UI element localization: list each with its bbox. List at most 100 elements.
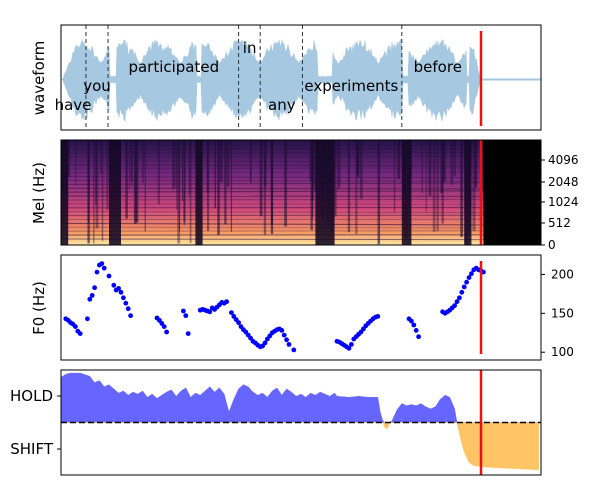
- mel-ylabel: Mel (Hz): [30, 162, 48, 224]
- mel-texture-column: [226, 140, 230, 187]
- turn-taking-panel: HOLD SHIFT: [10, 369, 542, 476]
- mel-texture-column: [172, 140, 174, 190]
- mel-texture-column: [355, 140, 358, 235]
- f0-point: [116, 286, 121, 291]
- word-label: have: [55, 96, 92, 114]
- mel-ytick-label: 2048: [548, 175, 579, 189]
- mel-texture-column: [173, 140, 177, 188]
- mel-texture-column: [67, 140, 70, 178]
- f0-point: [466, 275, 472, 280]
- mel-texture-column: [393, 140, 396, 213]
- f0-point: [181, 308, 186, 314]
- mel-texture-column: [125, 140, 128, 219]
- shift-probability-area: [61, 422, 539, 471]
- f0-point: [101, 265, 107, 271]
- word-label: participated: [128, 58, 219, 76]
- mel-texture-column: [464, 140, 468, 244]
- mel-texture-column: [436, 140, 439, 232]
- f0-point: [89, 293, 95, 298]
- mel-texture-column: [465, 140, 467, 205]
- mel-texture-column: [377, 140, 381, 245]
- f0-point: [164, 329, 170, 335]
- mel-texture-column: [441, 140, 444, 224]
- f0-point: [457, 295, 462, 301]
- mel-texture-column: [183, 140, 186, 226]
- f0-ytick-label: 100: [551, 345, 574, 359]
- mel-texture-column: [481, 140, 484, 191]
- mel-texture-column: [224, 140, 227, 225]
- mel-silence-column: [195, 140, 203, 245]
- mel-texture-column: [95, 140, 97, 205]
- f0-point: [416, 334, 421, 340]
- f0-point: [409, 318, 414, 324]
- mel-texture-column: [87, 140, 90, 244]
- mel-texture-column: [443, 140, 446, 182]
- word-label: experiments: [304, 77, 398, 95]
- f0-ytick-label: 150: [551, 306, 574, 320]
- f0-point: [461, 284, 467, 290]
- f0-point: [469, 271, 474, 277]
- f0-point: [346, 345, 352, 351]
- f0-point: [279, 328, 285, 333]
- mel-texture-column: [309, 140, 312, 181]
- mel-texture-column: [142, 140, 144, 184]
- mel-frame: [60, 139, 542, 246]
- mel-texture-column: [93, 140, 95, 244]
- mel-texture-column: [144, 140, 146, 232]
- mel-texture-column: [217, 140, 220, 235]
- mel-texture-column: [432, 140, 436, 232]
- mel-texture-column: [133, 140, 137, 224]
- mel-texture-column: [198, 140, 201, 181]
- word-label: in: [243, 39, 257, 57]
- mel-texture-column: [359, 140, 363, 199]
- mel-texture-column: [263, 140, 267, 188]
- mel-texture-column: [178, 140, 180, 231]
- mel-texture-column: [450, 140, 454, 185]
- mel-texture-column: [177, 140, 181, 244]
- f0-point: [118, 289, 124, 295]
- mel-texture-column: [468, 140, 471, 207]
- mel-texture-column: [230, 140, 233, 232]
- turn-taking-frame: [60, 369, 542, 476]
- mel-ytick-label: 0: [548, 238, 556, 252]
- mel-texture-column: [61, 140, 64, 190]
- mel-texture-column: [334, 140, 337, 217]
- hold-probability-area: [61, 372, 539, 423]
- mel-texture-column: [135, 140, 139, 223]
- mel-texture-column: [263, 140, 267, 235]
- mel-texture-column: [157, 140, 160, 205]
- mel-silence-column: [61, 140, 69, 245]
- f0-point: [459, 289, 465, 295]
- mel-texture-column: [314, 140, 316, 192]
- mel-texture-column: [357, 140, 360, 178]
- f0-point: [94, 269, 100, 275]
- f0-ytick-label: 200: [551, 267, 574, 281]
- mel-texture-column: [428, 140, 432, 196]
- mel-texture-column: [128, 140, 130, 189]
- mel-texture-column: [183, 140, 186, 223]
- f0-point: [207, 309, 213, 315]
- f0-point: [161, 324, 167, 329]
- mel-ytick-label: 1024: [548, 195, 579, 209]
- mel-texture-column: [330, 140, 334, 233]
- mel-texture-column: [259, 140, 263, 217]
- mel-texture-column: [176, 140, 178, 210]
- waveform-frame: [60, 24, 542, 131]
- f0-point: [106, 273, 112, 279]
- mel-texture-column: [319, 140, 323, 180]
- mel-texture-column: [321, 140, 325, 219]
- mel-texture-column: [188, 140, 191, 196]
- f0-point: [92, 285, 97, 291]
- f0-point: [111, 282, 117, 288]
- mel-texture-column: [130, 140, 133, 182]
- f0-point: [99, 261, 105, 266]
- mel-texture-column: [206, 140, 209, 193]
- mel-texture-column: [207, 140, 210, 231]
- f0-point: [464, 279, 469, 285]
- word-label: any: [268, 96, 296, 114]
- f0-point: [236, 320, 242, 326]
- word-label: before: [414, 58, 462, 76]
- mel-texture-column: [131, 140, 133, 187]
